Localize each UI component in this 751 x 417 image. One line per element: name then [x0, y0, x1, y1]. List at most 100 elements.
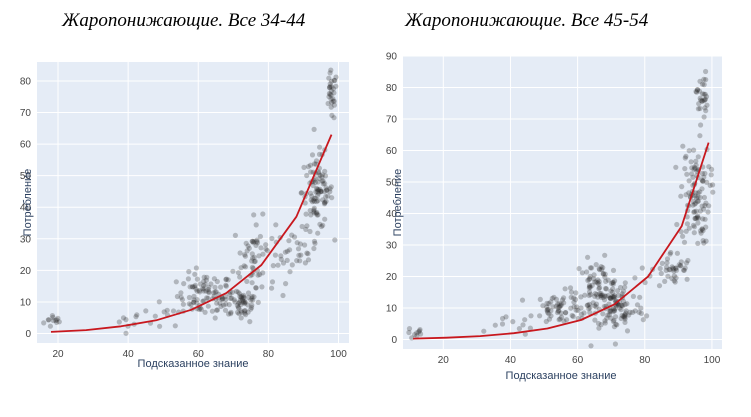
- scatter-point: [548, 313, 554, 319]
- scatter-point: [600, 294, 606, 300]
- scatter-point: [617, 305, 623, 311]
- scatter-point: [193, 265, 199, 271]
- scatter-point: [679, 184, 685, 190]
- scatter-point: [695, 220, 701, 226]
- scatter-point: [620, 303, 626, 309]
- scatter-point: [225, 277, 231, 283]
- scatter-point: [328, 184, 334, 190]
- scatter-point: [619, 302, 625, 308]
- scatter-point: [602, 274, 608, 280]
- scatter-point: [610, 289, 616, 295]
- scatter-point: [294, 258, 300, 264]
- scatter-point: [669, 264, 675, 270]
- scatter-point: [604, 315, 610, 321]
- scatter-point: [692, 193, 698, 199]
- scatter-point: [186, 301, 192, 307]
- scatter-point: [260, 211, 266, 217]
- scatter-point: [409, 335, 415, 341]
- scatter-point: [624, 328, 631, 334]
- scatter-point: [693, 158, 699, 164]
- scatter-point: [702, 91, 708, 97]
- scatter-point: [242, 308, 248, 314]
- scatter-point: [701, 76, 707, 82]
- scatter-point: [240, 300, 246, 306]
- scatter-point: [596, 281, 602, 287]
- scatter-point: [599, 292, 606, 298]
- scatter-point: [315, 179, 321, 185]
- scatter-point: [251, 259, 257, 265]
- scatter-point: [235, 309, 241, 315]
- scatter-point: [710, 182, 716, 188]
- scatter-point: [212, 284, 218, 290]
- y-tick-label: 70: [20, 108, 32, 119]
- scatter-point: [316, 175, 322, 181]
- scatter-point: [331, 115, 337, 121]
- scatter-point: [218, 284, 224, 290]
- scatter-point: [690, 202, 696, 208]
- scatter-point: [578, 305, 584, 311]
- scatter-point: [196, 288, 202, 294]
- scatter-point: [694, 214, 700, 220]
- scatter-point: [586, 277, 592, 283]
- scatter-point: [322, 199, 328, 205]
- scatter-point: [54, 317, 60, 323]
- scatter-point: [254, 238, 260, 245]
- scatter-point: [214, 307, 221, 313]
- scatter-point: [278, 256, 284, 262]
- scatter-point: [133, 314, 139, 320]
- scatter-point: [499, 321, 506, 327]
- scatter-point: [237, 274, 243, 280]
- trend-line: [413, 142, 710, 340]
- scatter-point: [701, 206, 707, 212]
- scatter-point: [245, 243, 251, 249]
- scatter-point: [624, 301, 630, 307]
- scatter-point: [178, 294, 184, 300]
- scatter-point: [620, 288, 627, 294]
- scatter-point: [630, 309, 636, 315]
- scatter-point: [297, 258, 303, 264]
- scatter-point: [317, 172, 323, 178]
- scatter-point: [170, 308, 177, 314]
- scatter-point: [691, 224, 697, 230]
- scatter-point: [557, 316, 563, 322]
- scatter-point: [327, 83, 333, 89]
- scatter-point: [632, 308, 638, 314]
- scatter-point: [326, 75, 332, 81]
- scatter-point: [571, 295, 577, 301]
- scatter-point: [610, 286, 616, 292]
- scatter-point: [194, 276, 200, 282]
- scatter-point: [161, 309, 167, 315]
- plot-background: [37, 62, 349, 343]
- scatter-point: [703, 200, 709, 206]
- scatter-point: [230, 268, 236, 274]
- scatter-point: [327, 81, 333, 87]
- scatter-point: [556, 317, 562, 323]
- scatter-point: [698, 97, 704, 103]
- scatter-point: [695, 154, 701, 160]
- scatter-point: [638, 310, 644, 316]
- scatter-point: [223, 276, 229, 283]
- scatter-point: [251, 294, 257, 300]
- scatter-point: [705, 209, 711, 215]
- scatter-point: [330, 86, 337, 92]
- scatter-point: [202, 309, 208, 315]
- scatter-point: [699, 226, 705, 232]
- scatter-point: [255, 272, 261, 278]
- scatter-point: [671, 273, 677, 279]
- scatter-point: [689, 165, 695, 171]
- scatter-point: [587, 273, 593, 279]
- scatter-point: [709, 166, 715, 172]
- scatter-point: [585, 302, 591, 308]
- scatter-point: [191, 293, 197, 299]
- scatter-point: [591, 276, 597, 282]
- scatter-point: [600, 265, 606, 271]
- scatter-point: [596, 286, 602, 292]
- scatter-point: [707, 182, 713, 188]
- scatter-point: [178, 290, 184, 296]
- scatter-point: [235, 270, 241, 276]
- scatter-point: [544, 307, 550, 313]
- scatter-point: [678, 193, 684, 199]
- scatter-point: [211, 276, 217, 282]
- scatter-point: [558, 303, 564, 309]
- scatter-point: [304, 223, 310, 229]
